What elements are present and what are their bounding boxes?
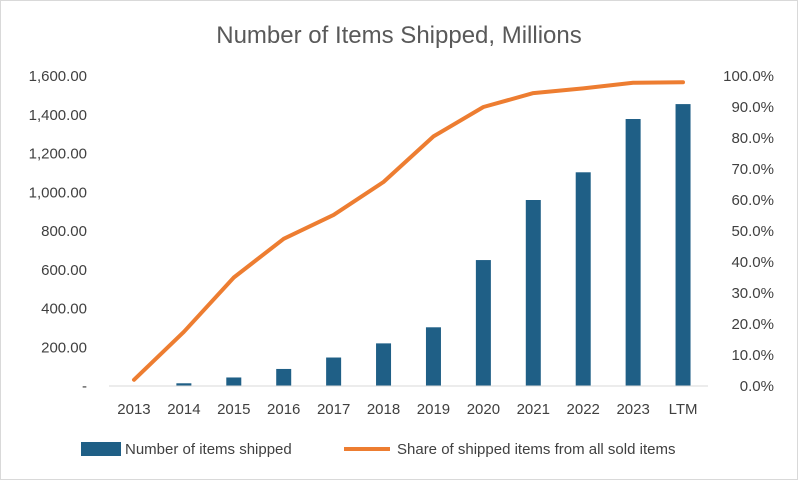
x-tick-label: 2022 [567, 401, 600, 418]
bar [675, 104, 691, 386]
line-point [432, 135, 434, 137]
line-point [582, 87, 584, 89]
right-tick-label: 10.0% [731, 347, 774, 364]
left-tick-label: 1,400.00 [29, 107, 87, 124]
right-tick-label: 40.0% [731, 254, 774, 271]
bar [326, 357, 342, 386]
bar-series [126, 104, 691, 386]
legend-bar-swatch [81, 442, 121, 456]
right-tick-label: 100.0% [723, 68, 774, 85]
right-tick-label: 90.0% [731, 99, 774, 116]
x-tick-label: LTM [669, 401, 698, 418]
line-point [532, 92, 534, 94]
bar [176, 383, 192, 386]
bar [625, 119, 641, 386]
bar [575, 172, 591, 386]
bar [376, 343, 392, 386]
x-tick-label: 2019 [417, 401, 450, 418]
x-tick-label: 2018 [367, 401, 400, 418]
left-tick-label: 1,600.00 [29, 68, 87, 85]
left-tick-label: 800.00 [41, 223, 87, 240]
legend: Number of items shipped Share of shipped… [81, 441, 675, 458]
line-point [632, 82, 634, 84]
left-axis-ticks: - 200.00 400.00 600.00 800.00 1,000.00 1,200.0… [29, 68, 87, 395]
legend-line-label: Share of shipped items from all sold ite… [397, 441, 675, 458]
x-tick-label: 2023 [616, 401, 649, 418]
line-point [183, 331, 185, 333]
x-tick-label: 2021 [517, 401, 550, 418]
line-point [682, 81, 684, 83]
line-point [383, 181, 385, 183]
bar [425, 327, 441, 386]
left-tick-label: 400.00 [41, 301, 87, 318]
line-point [283, 238, 285, 240]
right-tick-label: 50.0% [731, 223, 774, 240]
line-series [132, 80, 685, 382]
line-point [233, 277, 235, 278]
left-tick-label: 1,000.00 [29, 184, 87, 201]
right-tick-label: 30.0% [731, 285, 774, 302]
right-tick-label: 60.0% [731, 192, 774, 209]
left-tick-label: - [82, 378, 87, 395]
chart-title: Number of Items Shipped, Millions [216, 22, 581, 49]
line-point [482, 106, 484, 108]
x-tick-label: 2016 [267, 401, 300, 418]
x-tick-label: 2014 [167, 401, 200, 418]
x-tick-label: 2017 [317, 401, 350, 418]
bar [276, 368, 292, 386]
bar [525, 200, 541, 386]
right-tick-label: 0.0% [740, 378, 774, 395]
left-tick-label: 600.00 [41, 262, 87, 279]
right-tick-label: 70.0% [731, 161, 774, 178]
share-line [132, 80, 685, 382]
line-point [333, 214, 335, 216]
line-point [133, 379, 135, 381]
bar [226, 377, 242, 386]
x-tick-label: 2020 [467, 401, 500, 418]
x-tick-label: 2013 [117, 401, 150, 418]
x-tick-label: 2015 [217, 401, 250, 418]
left-tick-label: 200.00 [41, 339, 87, 356]
right-axis-ticks: 0.0% 10.0% 20.0% 30.0% 40.0% 50.0% 60.0% 70.0% 8… [723, 68, 774, 395]
x-axis-ticks: 2013 2014 2015 2016 2017 2018 2019 2020 2021 2022… [117, 401, 697, 418]
bar [475, 260, 491, 386]
right-tick-label: 80.0% [731, 130, 774, 147]
left-tick-label: 1,200.00 [29, 146, 87, 163]
right-tick-label: 20.0% [731, 316, 774, 333]
legend-bar-label: Number of items shipped [125, 441, 292, 458]
